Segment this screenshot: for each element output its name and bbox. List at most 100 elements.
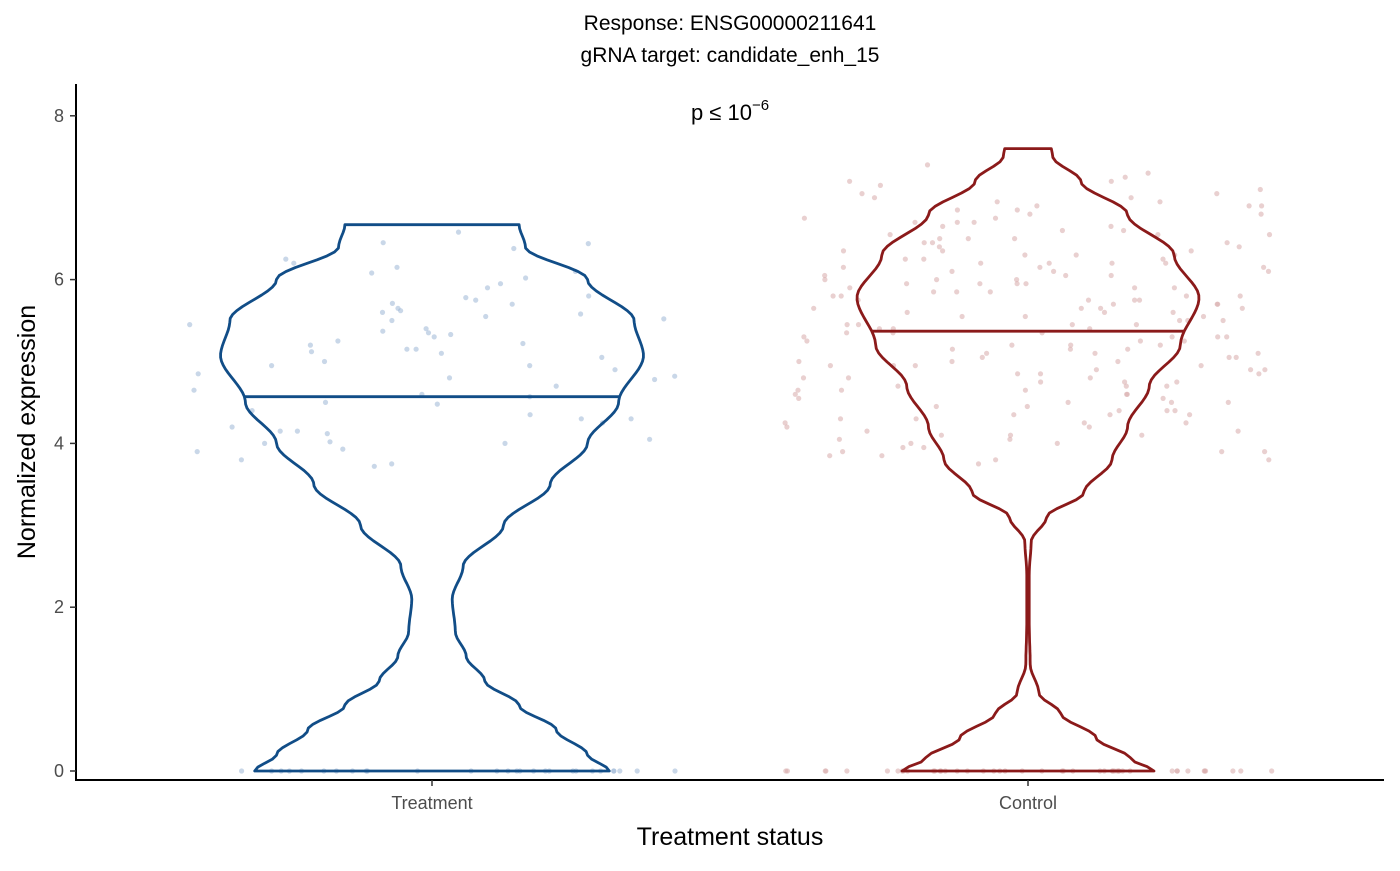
data-point [984,350,990,356]
data-point [784,424,790,430]
chart-subtitle: gRNA target: candidate_enh_15 [581,44,880,67]
data-point [1087,375,1093,381]
data-point [371,463,377,469]
data-point [1174,379,1180,385]
data-point [483,313,489,320]
x-tick-label: Treatment [391,793,472,813]
data-point [1115,358,1121,365]
data-point [1125,346,1131,352]
data-point [913,416,919,422]
data-point [1181,338,1187,344]
data-point [1200,313,1207,320]
data-point [1164,383,1170,389]
data-point [1248,367,1254,373]
data-point [187,322,193,328]
data-point [1177,317,1183,324]
data-point [1185,768,1191,774]
violins [219,147,1201,773]
data-point [912,363,918,369]
data-point [308,349,315,355]
data-point [1219,449,1225,455]
data-point [1022,252,1028,258]
data-point [340,446,346,452]
data-point [1164,408,1170,414]
data-point [324,431,330,437]
data-point [1014,207,1020,213]
data-point [1262,367,1268,373]
data-point [1015,371,1021,377]
data-point [404,346,410,352]
data-point [283,256,289,262]
data-point [1170,309,1176,315]
data-point [959,313,965,320]
data-point [1078,305,1084,311]
data-point [938,432,945,438]
data-point [413,346,419,352]
data-point [847,285,853,291]
data-point [1255,350,1261,356]
data-point [1009,342,1015,348]
data-point [792,391,798,397]
data-point [647,436,653,442]
data-point [1145,170,1151,176]
data-point [940,223,946,229]
data-point [800,375,807,381]
data-point [628,416,634,422]
data-point [195,371,201,377]
data-point [895,768,901,774]
data-point [194,449,200,455]
data-point [1037,371,1044,377]
data-point [1172,408,1178,414]
data-point [238,457,244,463]
data-point [1246,203,1252,209]
data-point [801,334,807,340]
data-point [1269,768,1275,774]
data-point [887,232,893,238]
data-point [1133,322,1139,328]
data-point [1224,334,1230,340]
data-point [1007,436,1013,442]
data-point [1214,191,1220,197]
data-point [1038,379,1044,385]
chart-title: Response: ENSG00000211641 [584,12,877,35]
data-point [836,436,843,442]
data-point [940,248,946,254]
data-point [434,401,440,407]
data-point [1085,297,1092,303]
data-point [473,297,479,303]
data-point [1081,420,1087,426]
data-point [987,289,993,295]
data-point [838,293,844,299]
y-axis-title: Normalized expression [13,305,41,559]
data-point [1201,768,1207,774]
data-point [1063,272,1069,279]
data-point [879,453,885,459]
data-point [335,338,341,344]
data-point [1108,178,1114,184]
data-point [822,272,828,279]
data-point [937,236,943,242]
data-point [1187,412,1193,418]
data-point [578,311,584,317]
data-point [1188,248,1194,254]
data-point [931,289,937,295]
data-point [1257,186,1263,193]
data-point [796,358,802,365]
data-point [929,240,936,246]
data-point [1101,309,1108,315]
data-point [1230,768,1236,774]
data-point [954,219,960,225]
data-point [1024,403,1030,410]
data-point [1262,449,1268,455]
data-point [1261,264,1267,270]
data-point [1122,379,1128,385]
data-point [269,363,275,369]
data-point [1136,297,1143,303]
data-point [389,461,395,467]
data-point [307,342,313,348]
data-point [672,768,678,774]
data-point [1093,367,1099,373]
data-point [1224,240,1230,246]
data-point [1169,334,1175,340]
